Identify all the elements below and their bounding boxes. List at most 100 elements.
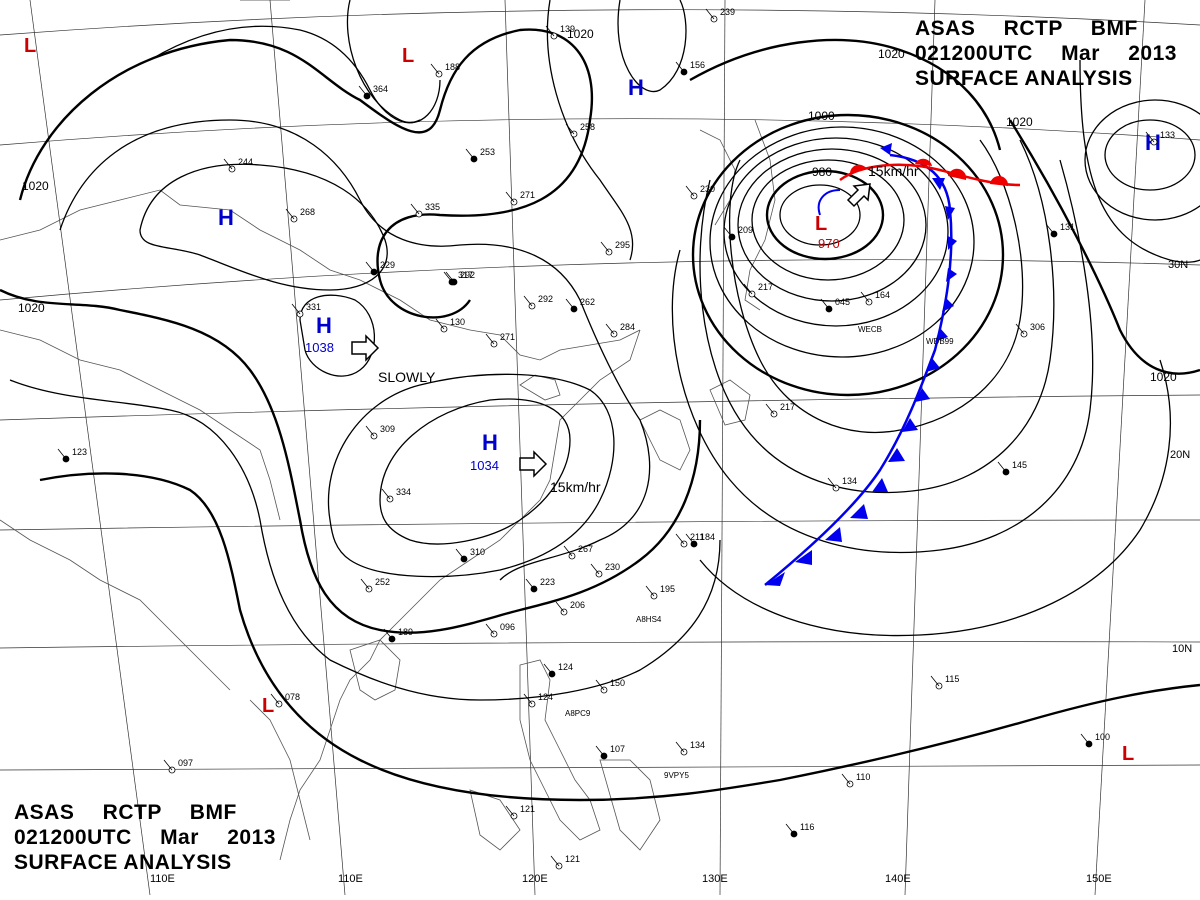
station-pressure-value: 045 bbox=[835, 297, 850, 307]
header-line-1: ASAS RCTP BMF bbox=[915, 17, 1138, 40]
isobar-label: 980 bbox=[812, 165, 832, 179]
high-center-symbol: H bbox=[218, 205, 234, 230]
station-pressure-value: 258 bbox=[580, 122, 595, 132]
high-center-motion: SLOWLY bbox=[378, 369, 436, 385]
isobar-label: 1020 bbox=[878, 47, 905, 61]
station-pressure-value: 217 bbox=[758, 282, 773, 292]
ship-call-sign: WDB99 bbox=[926, 337, 954, 346]
wind-barb-icon bbox=[381, 488, 391, 500]
wind-barb-icon bbox=[827, 477, 837, 489]
longitude-label: 130E bbox=[702, 873, 728, 885]
pressure-centers: H 1038 SLOWLY H 1034 15km/hr L 970 15km/… bbox=[24, 35, 1161, 765]
wind-barb-icon bbox=[360, 578, 370, 590]
wind-barb-icon bbox=[455, 548, 465, 560]
wind-barb-icon bbox=[605, 323, 615, 335]
isobar-labels: 1020 1020 1020 1020 1020 1020 1000 980 bbox=[18, 27, 1177, 384]
station-pressure-value: 309 bbox=[380, 424, 395, 434]
station-pressure-value: 284 bbox=[620, 322, 635, 332]
station-pressure-value: 244 bbox=[238, 157, 253, 167]
isobar-label: 1020 bbox=[18, 301, 45, 315]
header-line-2: 021200UTC Mar 2013 bbox=[915, 42, 1177, 65]
ship-call-sign: 9VPY5 bbox=[664, 771, 689, 780]
station-pressure-value: 217 bbox=[780, 402, 795, 412]
station-pressure-value: 271 bbox=[520, 190, 535, 200]
coastlines bbox=[0, 119, 776, 861]
wind-barb-icon bbox=[485, 623, 495, 635]
wind-barb-icon bbox=[820, 298, 830, 310]
wind-barb-icon bbox=[465, 148, 475, 160]
station-pressure-value: 189 bbox=[398, 627, 413, 637]
motion-arrows bbox=[351, 183, 871, 478]
station-pressure-value: 134 bbox=[842, 476, 857, 486]
wind-barb-icon bbox=[675, 741, 685, 753]
station-pressure-value: 188 bbox=[445, 62, 460, 72]
low-center-symbol: L bbox=[815, 213, 827, 235]
station-pressure-value: 267 bbox=[578, 544, 593, 554]
wind-barb-icon bbox=[595, 679, 605, 691]
station-pressure-value: 134 bbox=[690, 740, 705, 750]
wind-barb-icon bbox=[723, 226, 733, 238]
station-pressure-value: 116 bbox=[800, 822, 814, 832]
station-pressure-value: 130 bbox=[450, 317, 465, 327]
station-pressure-value: 206 bbox=[570, 600, 585, 610]
wind-barb-icon bbox=[563, 545, 573, 557]
wind-barb-icon bbox=[555, 601, 565, 613]
warm-front bbox=[839, 158, 1021, 187]
isobars bbox=[0, 0, 1200, 802]
wind-barb-icon bbox=[525, 578, 535, 590]
wind-barb-icon bbox=[550, 855, 560, 867]
wind-barb-icon bbox=[1045, 223, 1055, 235]
wind-barb-icon bbox=[685, 533, 695, 545]
wind-barb-icon bbox=[841, 773, 851, 785]
wind-barb-icon bbox=[505, 805, 515, 817]
station-pressure-value: 115 bbox=[945, 674, 959, 684]
station-pressure-value: 268 bbox=[300, 207, 315, 217]
station-pressure-value: 271 bbox=[500, 332, 515, 342]
wind-barb-icon bbox=[705, 8, 715, 20]
wind-barb-icon bbox=[445, 271, 455, 283]
latitude-label: 20N bbox=[1170, 449, 1190, 461]
station-pressure-value: 331 bbox=[306, 302, 321, 312]
latitude-label: 30N bbox=[1168, 259, 1188, 271]
station-pressure-value: 164 bbox=[875, 290, 890, 300]
high-center-symbol: H bbox=[628, 75, 644, 100]
wind-barb-icon bbox=[505, 191, 515, 203]
high-center-motion: 15km/hr bbox=[550, 479, 601, 495]
wind-barb-icon bbox=[685, 185, 695, 197]
station-pressure-value: 100 bbox=[1095, 732, 1110, 742]
station-pressure-value: 230 bbox=[605, 562, 620, 572]
station-pressure-value: 230 bbox=[700, 184, 715, 194]
header-line-3: SURFACE ANALYSIS bbox=[915, 67, 1133, 90]
high-center-symbol: H bbox=[316, 313, 332, 338]
wind-barb-icon bbox=[645, 585, 655, 597]
motion-arrow-icon bbox=[846, 183, 871, 208]
isobar-label: 1020 bbox=[1006, 115, 1033, 129]
wind-barb-icon bbox=[860, 291, 870, 303]
wind-barb-icon bbox=[565, 298, 575, 310]
station-pressure-value: 334 bbox=[396, 487, 411, 497]
station-pressure-value: 223 bbox=[540, 577, 555, 587]
wind-barb-icon bbox=[358, 85, 368, 97]
wind-barb-icon bbox=[523, 295, 533, 307]
station-pressure-value: 124 bbox=[558, 662, 573, 672]
wind-barb-icon bbox=[365, 425, 375, 437]
ship-call-sign: A8HS4 bbox=[636, 615, 662, 624]
wind-barb-icon bbox=[930, 675, 940, 687]
longitude-label: 110E bbox=[150, 873, 175, 885]
header-line-3: SURFACE ANALYSIS bbox=[14, 851, 232, 874]
longitude-label: 150E bbox=[1086, 873, 1112, 885]
wind-barb-icon bbox=[765, 403, 775, 415]
wind-barb-icon bbox=[743, 283, 753, 295]
wind-barb-icon bbox=[485, 333, 495, 345]
station-pressure-value: 209 bbox=[738, 225, 753, 235]
high-center-value: 1038 bbox=[305, 340, 334, 355]
station-pressure-value: 229 bbox=[380, 260, 395, 270]
low-center-motion: 15km/hr bbox=[868, 163, 919, 179]
station-pressure-value: 123 bbox=[72, 447, 87, 457]
chart-header-top: ASAS RCTP BMF 021200UTC Mar 2013 SURFACE… bbox=[915, 16, 1177, 91]
motion-arrow-icon bbox=[351, 334, 380, 362]
wind-barb-icon bbox=[291, 303, 301, 315]
wind-barb-icon bbox=[443, 271, 453, 283]
station-pressure-value: 156 bbox=[690, 60, 705, 70]
